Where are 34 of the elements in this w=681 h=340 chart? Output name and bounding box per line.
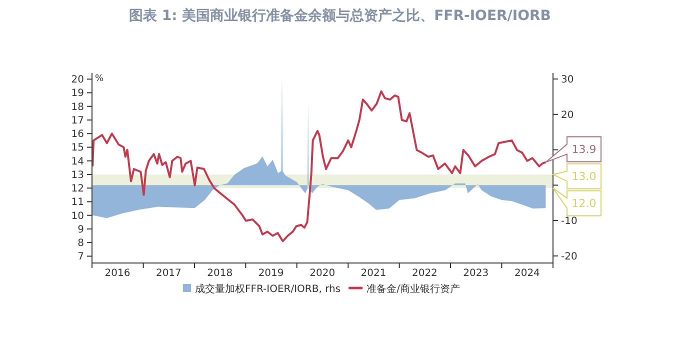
y2-tick-label: -20 [561,251,578,262]
y-tick-label: 12 [71,184,84,195]
x-tick-label: 2023 [463,268,489,279]
x-tick-label: 2017 [156,268,182,279]
y-axis-title: % [95,74,104,84]
x-tick-label: 2020 [310,268,336,279]
x-tick-label: 2022 [412,268,438,279]
legend-label: 准备金/商业银行资产 [366,283,460,295]
title: 图表 1: 美国商业银行准备金余额与总资产之比、FFR-IOER/IORB [129,8,551,24]
y-tick-label: 19 [71,88,84,100]
y-tick-label: 15 [71,142,84,154]
legend-label: 成交量加权FFR-IOER/IORB, rhs [195,283,341,295]
annotation: 13.9 [572,143,596,156]
y-tick-label: 9 [78,224,84,236]
annotation: 13.0 [572,170,596,184]
y-tick-label: 11 [71,197,84,208]
x-tick-label: 2024 [514,268,540,279]
y-tick-label: 20 [71,74,84,86]
y-tick-label: 8 [78,238,84,250]
x-tick-label: 2016 [104,268,130,279]
y-tick-label: 14 [71,156,84,168]
y-tick-label: 13 [71,170,84,181]
x-tick-label: 2018 [207,268,233,279]
y-tick-label: 17 [71,115,84,126]
x-tick-label: 2021 [360,268,386,279]
y2-tick-label: -10 [561,216,578,228]
y-tick-label: 18 [71,102,84,113]
y2-tick-label: 20 [561,110,574,121]
y-tick-label: 7 [78,252,84,263]
x-tick-label: 2019 [258,268,284,279]
y2-tick-label: 30 [561,74,574,86]
annotation: 12.0 [572,197,596,210]
y-tick-label: 10 [71,210,84,222]
y-tick-label: 16 [71,129,84,140]
